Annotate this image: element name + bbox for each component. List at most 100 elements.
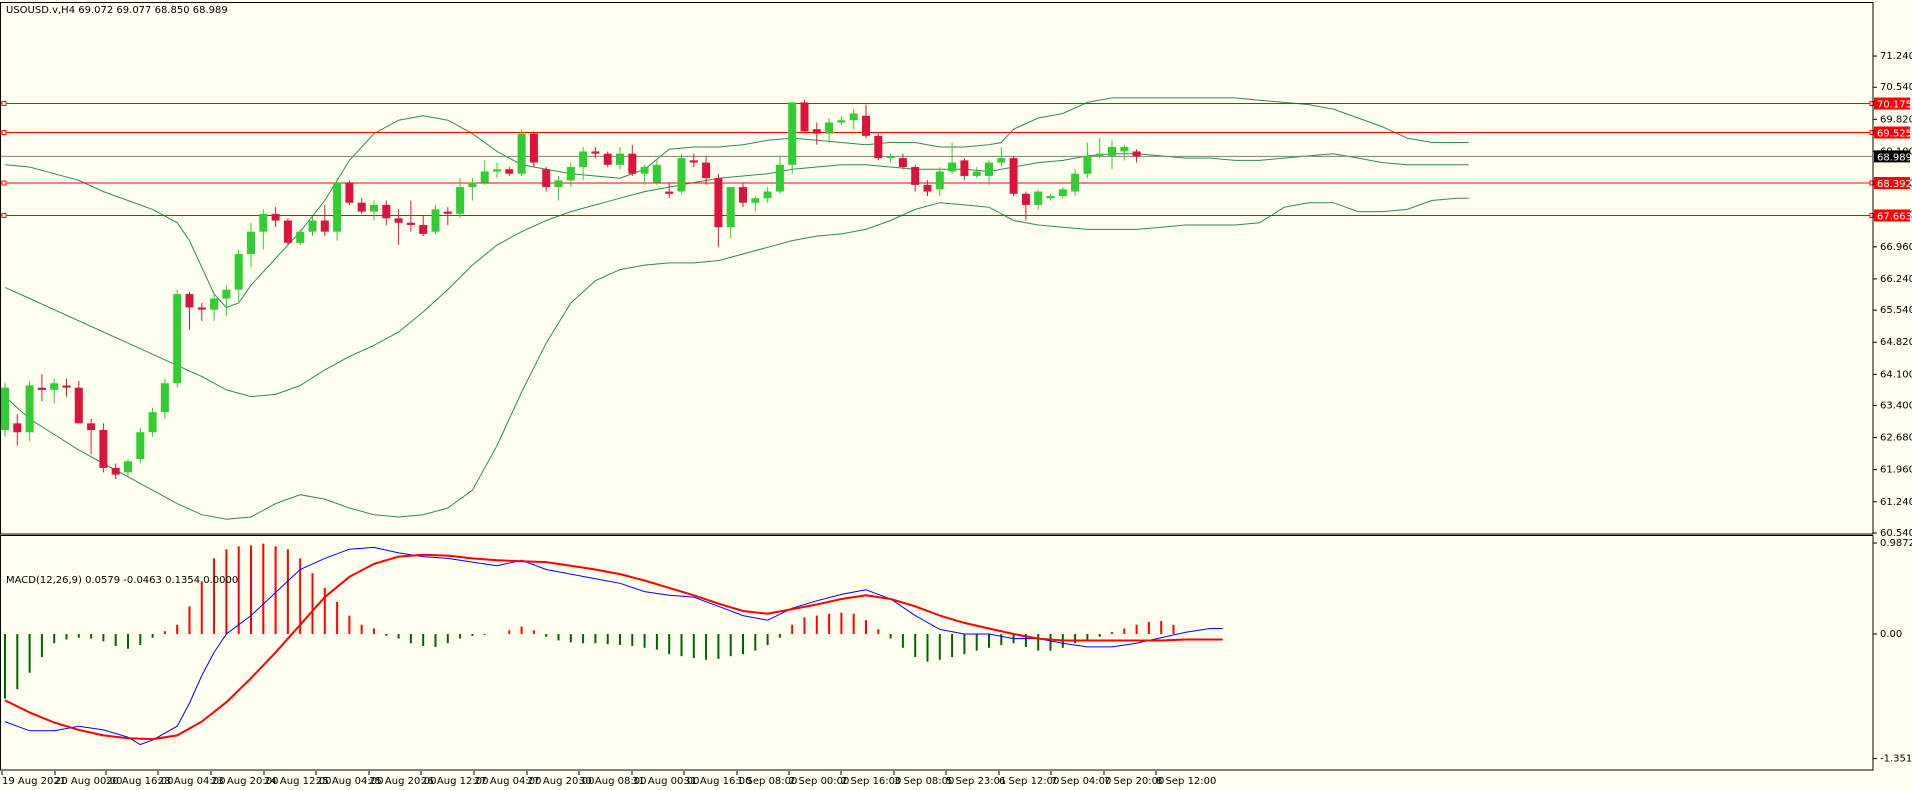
level-anchor-left	[1, 101, 7, 107]
macd-panel-title: MACD(12,26,9) 0.0579 -0.0463 0.1354 0.00…	[6, 575, 238, 586]
price-tick-label: 62.680	[1880, 433, 1912, 444]
candle-body	[1132, 151, 1141, 157]
price-tick-label: 61.240	[1880, 497, 1912, 508]
candle-body	[333, 182, 342, 232]
candle-body	[111, 467, 120, 475]
candle-body	[788, 102, 797, 165]
candle-body	[665, 191, 674, 194]
candle-body	[812, 129, 821, 134]
time-tick-label: 1 Sep 08:00	[737, 776, 797, 787]
candle-body	[468, 182, 477, 188]
price-panel-title: USOUSD.v,H4 69.072 69.077 68.850 68.989	[6, 5, 228, 16]
candle-body	[1095, 153, 1104, 156]
candle-body	[345, 182, 354, 203]
candle-body	[935, 171, 944, 190]
time-tick-label: 31 Aug 16:00	[684, 776, 751, 787]
macd-tick-label: 0.00	[1880, 629, 1902, 640]
price-tick-label: 69.820	[1880, 114, 1912, 125]
level-price-tag	[1874, 97, 1910, 110]
time-tick-label: 19 Aug 2021	[2, 776, 66, 787]
candle-body	[579, 151, 588, 168]
time-tick-label: 31 Aug 00:00	[632, 776, 699, 787]
time-tick-label: 3 Sep 08:00	[894, 776, 954, 787]
candle-body	[603, 153, 612, 165]
candle-body	[923, 184, 932, 192]
candle-body	[1083, 155, 1092, 174]
candle-body	[87, 423, 96, 431]
candle-body	[283, 220, 292, 243]
macd-tick-label: -1.3514	[1880, 754, 1912, 765]
candle-body	[1071, 173, 1080, 192]
time-tick-label: 20 Aug 16:00	[106, 776, 173, 787]
candle-body	[296, 231, 305, 243]
time-tick-label: 2 Sep 00:00	[789, 776, 849, 787]
candle-body	[50, 383, 59, 390]
price-tick-label: 66.240	[1880, 274, 1912, 285]
time-tick-label: 26 Aug 12:00	[421, 776, 488, 787]
band-middle-line	[4, 153, 1469, 398]
candle-body	[308, 220, 317, 232]
candle-body	[222, 289, 231, 299]
candle-body	[493, 169, 501, 172]
band-lower-line	[4, 197, 1469, 520]
candle-body	[25, 385, 34, 433]
candle-body	[124, 461, 132, 473]
candle-body	[148, 412, 157, 433]
candle-body	[985, 162, 993, 176]
candle-body	[1108, 146, 1116, 156]
candle-body	[505, 169, 514, 174]
price-tick-label: 64.100	[1880, 369, 1912, 380]
candle-body	[972, 171, 981, 176]
candle-body	[394, 218, 403, 223]
price-tick-label: 71.240	[1880, 51, 1912, 62]
candle-body	[652, 164, 661, 183]
time-tick-label: 8 Sep 12:00	[1156, 776, 1216, 787]
candle-body	[616, 153, 624, 165]
bollinger-bands	[4, 97, 1469, 520]
level-price-label: 67.663	[1877, 211, 1912, 222]
current-price-label: 68.989	[1877, 152, 1912, 163]
time-tick-label: 27 Aug 20:00	[527, 776, 594, 787]
price-tick-label: 61.960	[1880, 465, 1912, 476]
candle-body	[726, 187, 735, 228]
candle-body	[529, 133, 538, 163]
candle-body	[37, 387, 46, 390]
candle-body	[247, 231, 255, 254]
candle-body	[160, 383, 169, 413]
candle-body	[259, 213, 268, 232]
candle-body	[739, 187, 747, 203]
level-price-label: 69.525	[1877, 128, 1912, 139]
macd-signal-line	[4, 553, 1223, 741]
candle-body	[763, 191, 772, 199]
candle-body	[1, 387, 9, 431]
candle-body	[1120, 146, 1129, 152]
candle-body	[271, 213, 280, 221]
candle-body	[185, 294, 194, 308]
time-tick-label: 20 Aug 00:00	[55, 776, 122, 787]
candle-body	[677, 158, 686, 192]
time-tick-label: 7 Sep 04:00	[1051, 776, 1111, 787]
price-tick-label: 70.540	[1880, 82, 1912, 93]
candle-body	[628, 153, 637, 174]
time-tick-label: 23 Aug 20:00	[211, 776, 278, 787]
candle-body	[591, 151, 600, 154]
candle-body	[136, 432, 145, 460]
candle-body	[1034, 191, 1043, 205]
level-price-label: 68.392	[1877, 179, 1912, 190]
price-tick-label: 63.400	[1880, 401, 1912, 412]
price-tick-label: 60.540	[1880, 528, 1912, 539]
candle-body	[542, 169, 551, 188]
time-tick-label: 7 Sep 20:00	[1104, 776, 1164, 787]
time-tick-label: 5 Sep 23:01	[946, 776, 1006, 787]
time-tick-label: 23 Aug 04:00	[158, 776, 225, 787]
candle-body	[210, 298, 219, 310]
candle-body	[173, 294, 182, 384]
candle-body	[554, 180, 563, 188]
level-anchor-left	[1, 180, 7, 186]
candle-body	[370, 204, 378, 212]
candle-body	[480, 171, 489, 183]
candle-body	[419, 224, 428, 234]
time-tick-label: 25 Aug 20:00	[369, 776, 436, 787]
